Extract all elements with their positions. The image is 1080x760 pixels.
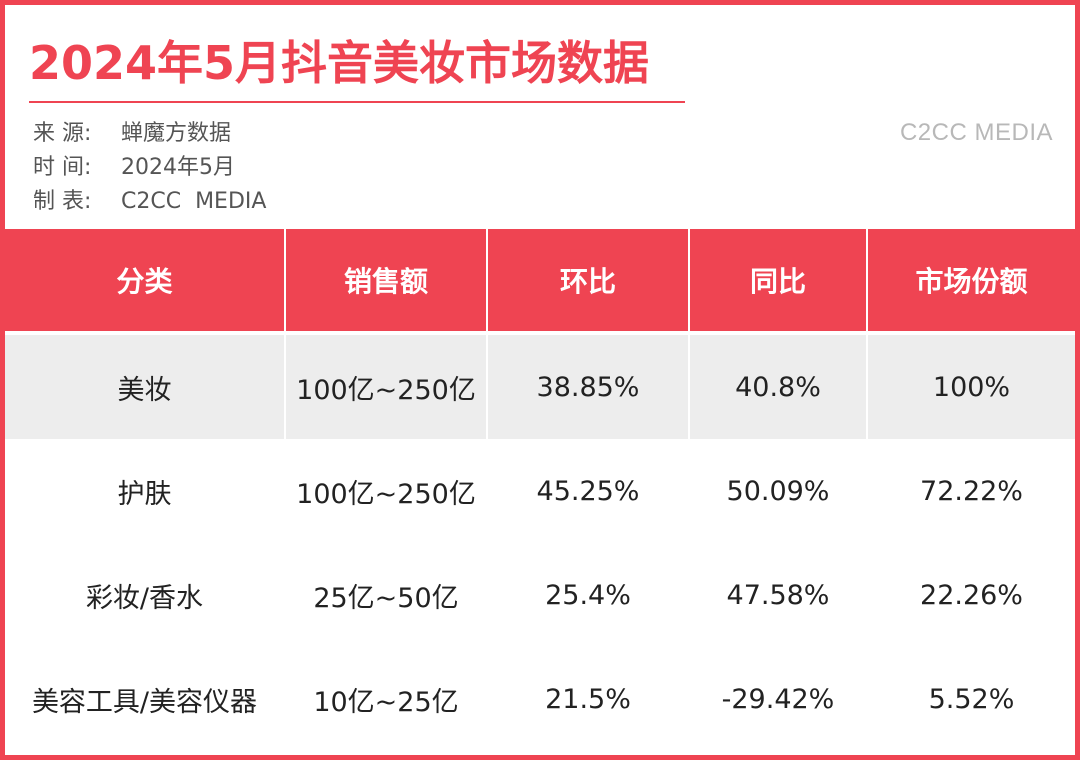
cell-yoy: -29.42% [689,647,868,751]
cell-sales: 25亿~50亿 [285,543,488,647]
brand-watermark: C2CC MEDIA [899,119,1053,146]
cell-category: 彩妆/香水 [5,543,286,647]
title-underline [29,101,685,103]
cell-mom: 45.25% [487,439,690,543]
meta-maker-label: 制 表: [33,189,92,214]
cell-sales: 100亿~250亿 [285,335,488,439]
cell-share: 5.52% [928,683,1015,715]
header-mom: 环比 [487,229,690,331]
cell-mom: 25.4% [487,543,690,647]
cell-yoy: 47.58% [689,543,868,647]
cell-mom: 38.85% [487,335,690,439]
data-table: 分类 销售额 环比 同比 市场份额 美妆 100亿~250亿 38.85% 40… [5,229,1075,751]
header-yoy: 同比 [689,229,868,331]
cell-yoy: 40.8% [689,335,868,439]
table-row: 护肤 100亿~250亿 45.25% 50.09% 72.22% [5,439,1075,543]
header-category: 分类 [5,229,286,331]
meta-maker-value: C2CC MEDIA [121,189,267,214]
meta-source-value: 蝉魔方数据 [121,121,232,146]
cell-share: 22.26% [920,579,1023,611]
table-row: 彩妆/香水 25亿~50亿 25.4% 47.58% 22.26% [5,543,1075,647]
meta-time: 时 间: 2024年5月 [33,151,266,185]
cell-share: 100% [867,335,1075,439]
meta-time-value: 2024年5月 [121,155,235,180]
table-row: 美容工具/美容仪器 10亿~25亿 21.5% -29.42% 5.52% [5,647,1075,751]
meta-source: 来 源: 蝉魔方数据 [33,117,266,151]
meta-time-label: 时 间: [33,155,92,180]
cell-category: 护肤 [5,439,286,543]
page-title: 2024年5月抖音美妆市场数据 [29,36,650,90]
meta-source-label: 来 源: [33,121,92,146]
table-header-row: 分类 销售额 环比 同比 市场份额 [5,229,1075,331]
meta-maker: 制 表: C2CC MEDIA [33,185,266,219]
cell-sales: 100亿~250亿 [285,439,488,543]
cell-category: 美容工具/美容仪器 [5,647,286,751]
spacer-cell [5,331,1075,335]
cell-category: 美妆 [5,335,286,439]
cell-share: 72.22% [920,475,1023,507]
header-sales: 销售额 [285,229,488,331]
header-share: 市场份额 [867,229,1075,331]
table-spacer [5,331,1075,335]
cell-mom: 21.5% [487,647,690,751]
meta-block: 来 源: 蝉魔方数据 时 间: 2024年5月 制 表: C2CC MEDIA [33,117,266,219]
cell-sales: 10亿~25亿 [285,647,488,751]
table-row: 美妆 100亿~250亿 38.85% 40.8% 100% [5,335,1075,439]
cell-yoy: 50.09% [689,439,868,543]
